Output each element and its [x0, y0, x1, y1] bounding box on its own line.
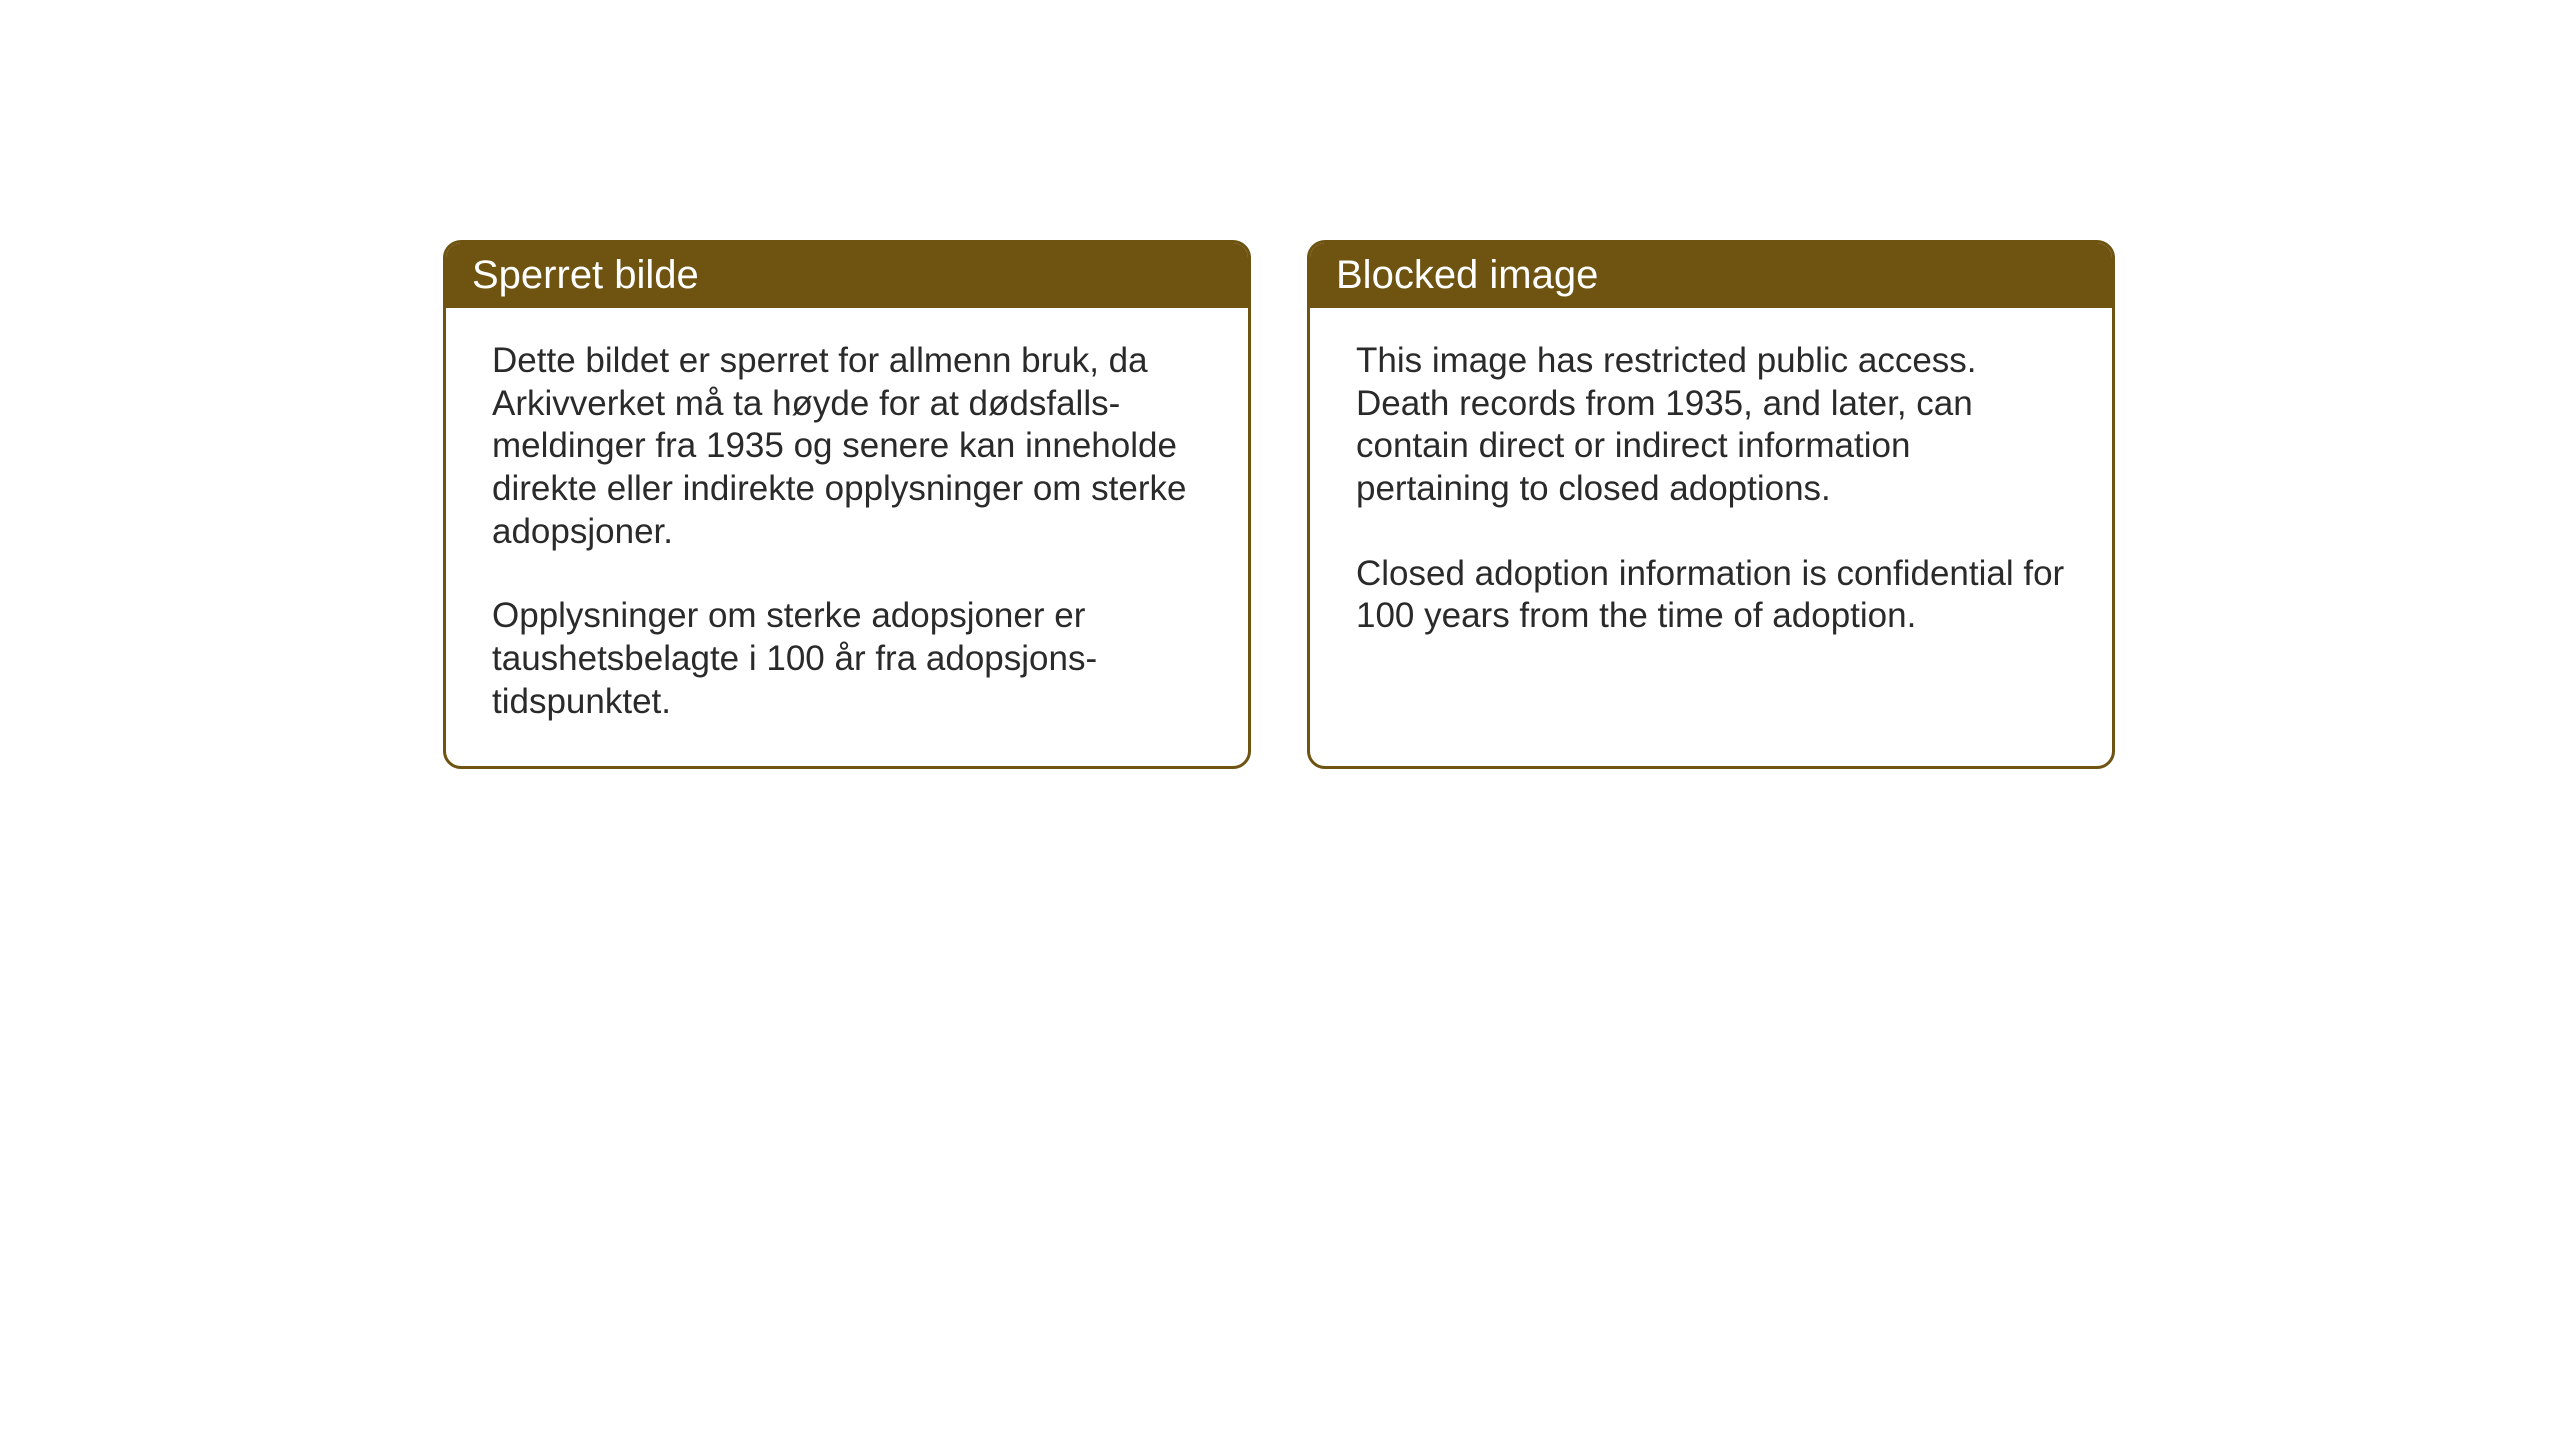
card-english: Blocked image This image has restricted … [1307, 240, 2115, 769]
card-header-norwegian: Sperret bilde [446, 243, 1248, 308]
card-body-norwegian: Dette bildet er sperret for allmenn bruk… [446, 308, 1248, 766]
card-header-english: Blocked image [1310, 243, 2112, 308]
paragraph-1-english: This image has restricted public access.… [1356, 340, 2066, 511]
paragraph-1-norwegian: Dette bildet er sperret for allmenn bruk… [492, 340, 1202, 553]
paragraph-2-norwegian: Opplysninger om sterke adopsjoner er tau… [492, 595, 1202, 723]
cards-container: Sperret bilde Dette bildet er sperret fo… [443, 240, 2115, 769]
paragraph-2-english: Closed adoption information is confident… [1356, 553, 2066, 638]
card-body-english: This image has restricted public access.… [1310, 308, 2112, 680]
card-norwegian: Sperret bilde Dette bildet er sperret fo… [443, 240, 1251, 769]
